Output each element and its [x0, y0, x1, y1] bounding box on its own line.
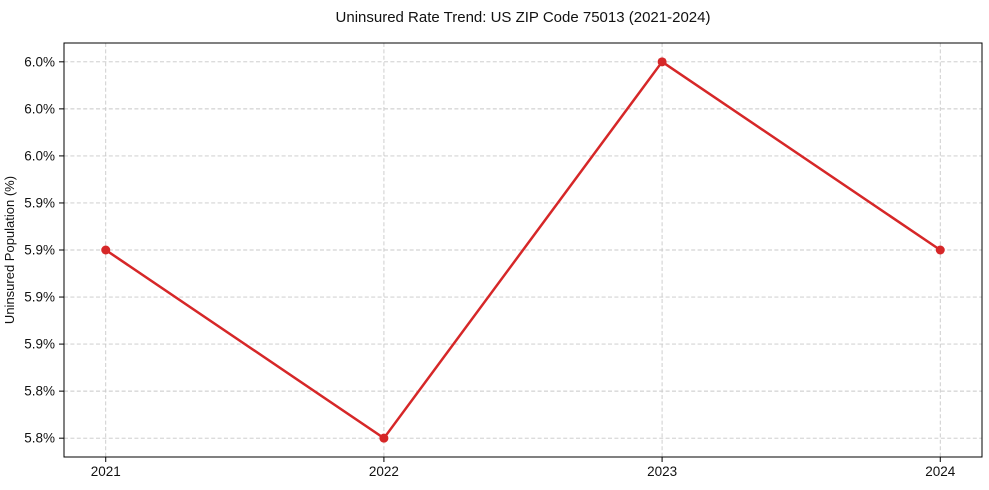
- x-tick-label: 2023: [647, 464, 677, 479]
- y-tick-label: 6.0%: [24, 54, 55, 69]
- y-tick-label: 5.9%: [24, 290, 55, 305]
- plot-border: [63, 42, 983, 458]
- trend-line: [104, 60, 942, 440]
- y-tick-label: 5.9%: [24, 243, 55, 258]
- y-tick-label: 6.0%: [24, 148, 55, 163]
- y-tick-label: 5.8%: [24, 431, 55, 446]
- x-tick-label: 2022: [369, 464, 399, 479]
- y-tick-label: 5.9%: [24, 337, 55, 352]
- data-point-marker: [379, 433, 389, 443]
- x-tick-label: 2024: [925, 464, 956, 479]
- y-tick-label: 6.0%: [24, 101, 55, 116]
- data-point-marker: [101, 245, 111, 255]
- y-tick-label: 5.8%: [24, 384, 55, 399]
- y-axis-label: Uninsured Population (%): [2, 176, 17, 324]
- data-point-marker: [935, 245, 945, 255]
- y-tick-label: 5.9%: [24, 195, 55, 210]
- x-tick-label: 2021: [91, 464, 121, 479]
- chart-title: Uninsured Rate Trend: US ZIP Code 75013 …: [336, 9, 711, 26]
- data-point-marker: [657, 57, 667, 67]
